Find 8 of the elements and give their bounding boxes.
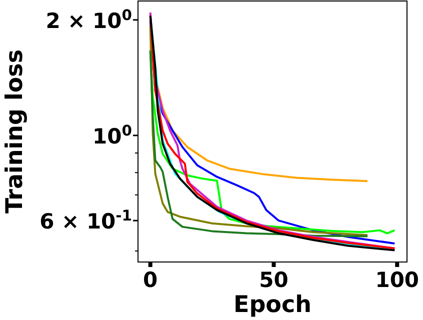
x-tick-label: 100 [375, 268, 420, 292]
x-tick-label: 50 [259, 268, 288, 292]
x-axis-title: Epoch [234, 292, 312, 318]
y-tick-label: 6 × 10$^{-1}$ [40, 207, 132, 234]
y-tick-label: 10$^{0}$ [92, 122, 132, 148]
x-tick-label: 0 [143, 268, 158, 292]
y-axis-title: Training loss [2, 49, 28, 214]
y-tick-label: 2 × 10$^{0}$ [46, 6, 132, 33]
